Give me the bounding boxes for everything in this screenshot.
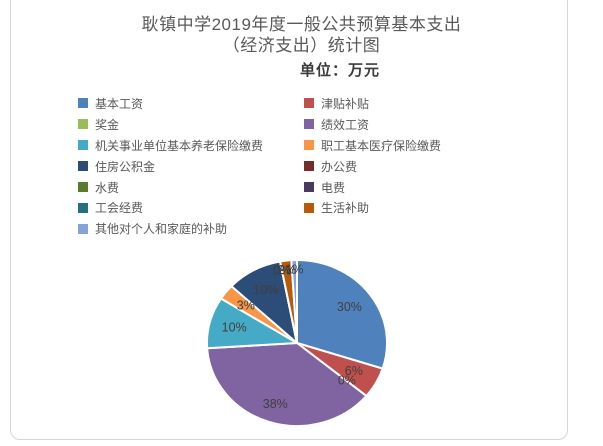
- chart-title: 耿镇中学2019年度一般公共预算基本支出 （经济支出）统计图: [0, 14, 603, 56]
- pie-data-label-9: 0%: [273, 264, 291, 278]
- legend-label: 津贴补贴: [321, 96, 370, 111]
- legend-item-3: 绩效工资: [304, 116, 554, 133]
- legend-marker-icon: [78, 182, 88, 192]
- legend-marker-icon: [78, 202, 88, 213]
- pie-data-label-0: 30%: [337, 300, 362, 314]
- pie-data-label-8: 0%: [273, 264, 291, 278]
- legend-marker-icon: [78, 119, 88, 130]
- legend-label: 奖金: [95, 117, 120, 132]
- pie-data-label-2: 0%: [338, 373, 356, 387]
- pie-slice-0: [296, 259, 388, 370]
- chart-title-line2: （经济支出）统计图: [222, 36, 381, 55]
- legend-item-5: 职工基本医疗保险缴费: [304, 137, 554, 154]
- legend-marker-icon: [304, 202, 314, 213]
- legend-marker-icon: [304, 140, 314, 151]
- legend-item-7: 办公费: [304, 158, 554, 175]
- legend-label: 绩效工资: [321, 117, 370, 132]
- legend-label: 电费: [321, 180, 346, 195]
- legend-label: 生活补助: [321, 201, 370, 216]
- legend-item-4: 机关事业单位基本养老保险缴费: [78, 137, 304, 154]
- pie-data-label-4: 10%: [222, 320, 247, 334]
- pie-data-label-1: 6%: [345, 364, 363, 378]
- legend-item-8: 水费: [78, 179, 304, 196]
- legend-item-12: 其他对个人和家庭的补助: [78, 220, 304, 237]
- legend-label: 其他对个人和家庭的补助: [95, 222, 228, 237]
- legend-marker-icon: [78, 98, 88, 109]
- legend-marker-icon: [304, 119, 314, 130]
- legend-item-6: 住房公积金: [78, 158, 304, 175]
- legend-item-1: 津贴补贴: [304, 95, 554, 112]
- pie-data-label-3: 38%: [263, 397, 288, 411]
- pie-slice-12: [290, 258, 298, 344]
- pie-data-label-6: 10%: [253, 283, 278, 297]
- legend-label: 基本工资: [95, 96, 144, 111]
- pie-data-label-10: 0%: [273, 264, 291, 278]
- unit-label: 单位：万元: [299, 62, 380, 79]
- legend-label: 职工基本医疗保险缴费: [321, 138, 442, 153]
- pie-data-label-11: 2%: [278, 263, 296, 277]
- legend-marker-icon: [78, 223, 88, 234]
- pie-slice-3: [206, 342, 368, 427]
- pie-data-label-12: 1%: [285, 262, 303, 276]
- chart-title-line1: 耿镇中学2019年度一般公共预算基本支出: [141, 15, 462, 34]
- legend-label: 水费: [95, 180, 120, 195]
- legend-label: 机关事业单位基本养老保险缴费: [95, 138, 264, 153]
- legend-item-11: 生活补助: [304, 199, 554, 216]
- legend-marker-icon: [78, 161, 88, 172]
- legend-label: 住房公积金: [95, 159, 156, 174]
- legend: 基本工资 津贴补贴奖金 绩效工资机关事业单位基本养老保险缴费 职工基本医疗保险缴费住房…: [78, 93, 554, 239]
- legend-item-9: 电费: [304, 179, 554, 196]
- legend-marker-icon: [304, 98, 314, 109]
- legend-marker-icon: [78, 140, 88, 151]
- legend-marker-icon: [304, 161, 314, 172]
- legend-item-0: 基本工资: [78, 95, 304, 112]
- pie-data-label-7: 0%: [273, 264, 291, 278]
- legend-label: 办公费: [321, 159, 358, 174]
- pie-data-label-5: 3%: [237, 299, 255, 313]
- legend-item-2: 奖金: [78, 116, 304, 133]
- legend-marker-icon: [304, 182, 314, 192]
- legend-label: 工会经费: [95, 201, 144, 216]
- legend-item-10: 工会经费: [78, 199, 304, 216]
